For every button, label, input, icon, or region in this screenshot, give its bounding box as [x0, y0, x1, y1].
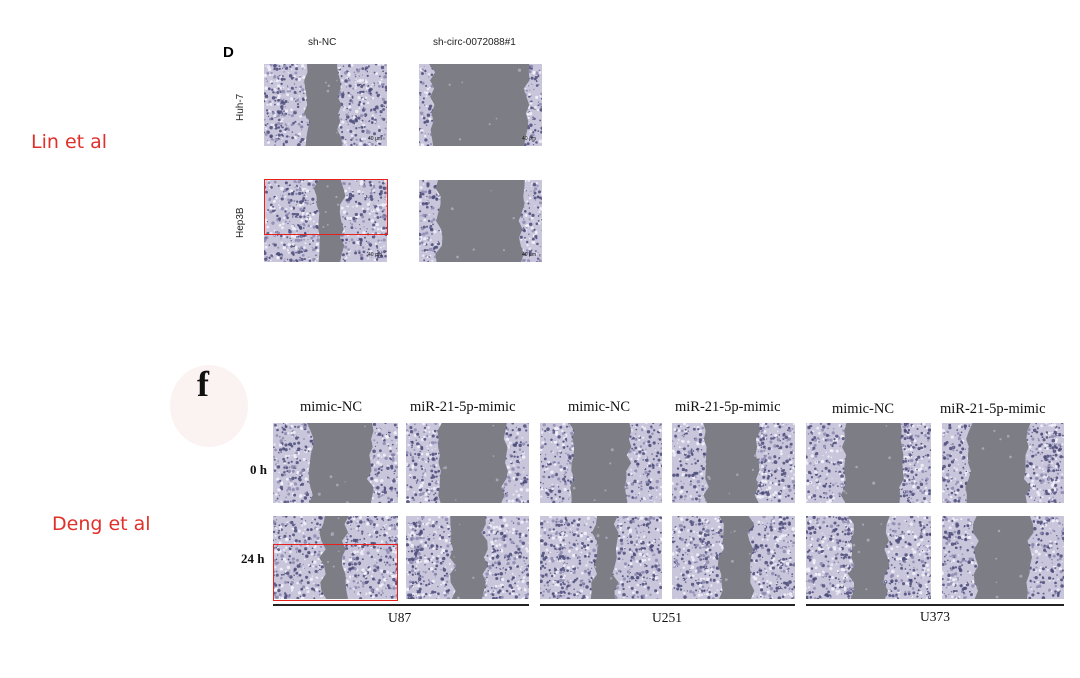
- top-col-header-1: sh-NC: [308, 37, 337, 48]
- top-row-header-1: Huh-7: [235, 93, 246, 121]
- bottom-col-header-5: mimic-NC: [832, 401, 895, 417]
- micrograph-huh7-shcirc: [419, 64, 542, 146]
- group-label-u87: U87: [388, 610, 412, 625]
- panel-letter-background: [170, 365, 248, 447]
- group-label-u373: U373: [920, 609, 950, 624]
- micrograph-u373-mimicNC-24h: [806, 516, 931, 599]
- group-label-u251: U251: [652, 610, 682, 625]
- top-author-label: Lin et al: [31, 131, 108, 153]
- top-row-header-2: Hep3B: [235, 207, 246, 238]
- bottom-col-header-6: miR-21-5p-mimic: [940, 401, 1046, 417]
- top-col-header-2: sh-circ-0072088#1: [433, 37, 516, 48]
- micrograph-hep3b-shNC: [264, 180, 387, 262]
- highlight-box-bottom: [273, 544, 398, 601]
- highlight-box-top: [264, 179, 388, 235]
- group-rule-u251: [540, 604, 795, 606]
- group-rule-u87: [273, 604, 529, 606]
- micrograph-u373-mir21-0h: [942, 423, 1064, 503]
- bottom-col-header-4: miR-21-5p-mimic: [675, 399, 781, 415]
- micrograph-u373-mimicNC-0h: [806, 423, 931, 503]
- micrograph-u251-mimicNC-0h: [540, 423, 662, 503]
- micrograph-u251-mimicNC-24h: [540, 516, 662, 599]
- scale-bar-label: 40 μm: [522, 252, 536, 258]
- micrograph-huh7-shNC: [264, 64, 387, 146]
- group-rule-u373: [806, 604, 1064, 606]
- bottom-col-header-2: miR-21-5p-mimic: [410, 399, 516, 415]
- bottom-row-header-2: 24 h: [241, 551, 265, 566]
- micrograph-u251-mir21-0h: [672, 423, 795, 503]
- scale-bar-label: 40 μm: [368, 252, 382, 258]
- micrograph-u251-mir21-24h: [672, 516, 795, 599]
- bottom-col-header-1: mimic-NC: [300, 399, 363, 415]
- micrograph-u87-mir21-24h: [406, 516, 529, 599]
- scale-bar-label: 40 μm: [368, 136, 382, 142]
- scale-bar-label: 40 μm: [522, 136, 536, 142]
- micrograph-u87-mimicNC-0h: [273, 423, 398, 503]
- bottom-author-label: Deng et al: [52, 513, 151, 535]
- top-panel-letter: D: [223, 44, 234, 61]
- micrograph-u87-mir21-0h: [406, 423, 529, 503]
- micrograph-u87-mimicNC-24h: [273, 516, 398, 599]
- bottom-panel-letter: f: [197, 364, 209, 404]
- micrograph-u373-mir21-24h: [942, 516, 1064, 599]
- bottom-row-header-1: 0 h: [250, 462, 267, 477]
- bottom-col-header-3: mimic-NC: [568, 399, 631, 415]
- micrograph-hep3b-shcirc: [419, 180, 542, 262]
